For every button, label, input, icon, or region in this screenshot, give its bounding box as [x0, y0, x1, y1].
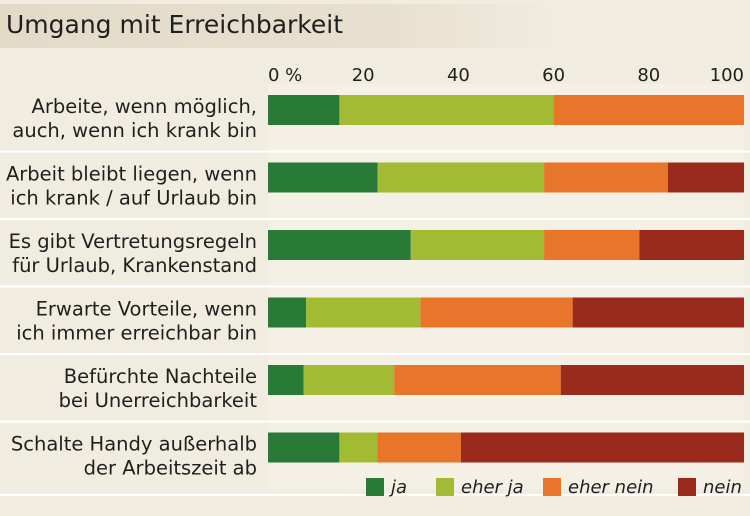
legend-label: ja: [388, 477, 407, 498]
bar-segment-ja: [268, 432, 340, 463]
category-label: Arbeit bleibt liegen, wenn ich krank / au…: [6, 162, 257, 209]
bar-segment-eher-nein: [420, 297, 573, 328]
bar-segment-ja: [268, 95, 340, 125]
bar-segment-eher-ja: [339, 95, 554, 125]
bar-segment-eher-nein: [544, 230, 640, 260]
bar-segment-nein: [639, 230, 744, 260]
bar-segment-nein: [667, 162, 744, 193]
legend-label: nein: [703, 477, 742, 498]
legend-label: eher nein: [568, 477, 654, 498]
category-label: Schalte Handy außerhalb der Arbeitszeit a…: [11, 432, 257, 479]
bar-segment-ja: [268, 230, 411, 260]
title-band: [0, 4, 560, 48]
bar-segment-eher-ja: [410, 230, 545, 260]
legend-label: eher ja: [461, 477, 524, 498]
bar-segment-eher-nein: [394, 365, 561, 395]
legend-swatch-nein: [678, 478, 696, 496]
x-tick-label: 20: [352, 65, 375, 86]
legend-swatch-eher-nein: [543, 478, 561, 496]
bar-segment-eher-ja: [377, 162, 545, 193]
category-label: Erwarte Vorteile, wenn ich immer erreichb…: [16, 297, 257, 344]
bar-segment-ja: [268, 365, 304, 395]
bar-segment-nein: [572, 297, 744, 328]
bar-segment-eher-nein: [544, 162, 668, 193]
bar-segment-eher-nein: [553, 95, 744, 125]
bar-segment-eher-ja: [339, 432, 378, 463]
category-label: Es gibt Vertretungsregeln für Urlaub, Kra…: [9, 230, 257, 277]
chart-title: Umgang mit Erreichbarkeit: [6, 10, 344, 39]
bar-segment-nein: [460, 432, 744, 463]
bar-segment-eher-ja: [303, 365, 395, 395]
bar-segment-ja: [268, 162, 378, 193]
x-tick-label: 60: [542, 65, 565, 86]
category-label: Arbeite, wenn möglich, auch, wenn ich kra…: [12, 95, 257, 142]
category-label: Befürchte Nachteile bei Unerreichbarkeit: [59, 365, 258, 412]
bar-segment-eher-ja: [306, 297, 421, 328]
x-tick-label: 0 %: [268, 65, 302, 86]
legend-swatch-eher-ja: [436, 478, 454, 496]
bar-segment-ja: [268, 297, 307, 328]
x-tick-label: 100: [710, 65, 744, 86]
bar-segment-eher-nein: [377, 432, 461, 463]
x-tick-label: 40: [447, 65, 470, 86]
legend-swatch-ja: [366, 478, 384, 496]
bar-segment-nein: [560, 365, 744, 395]
x-tick-label: 80: [637, 65, 660, 86]
